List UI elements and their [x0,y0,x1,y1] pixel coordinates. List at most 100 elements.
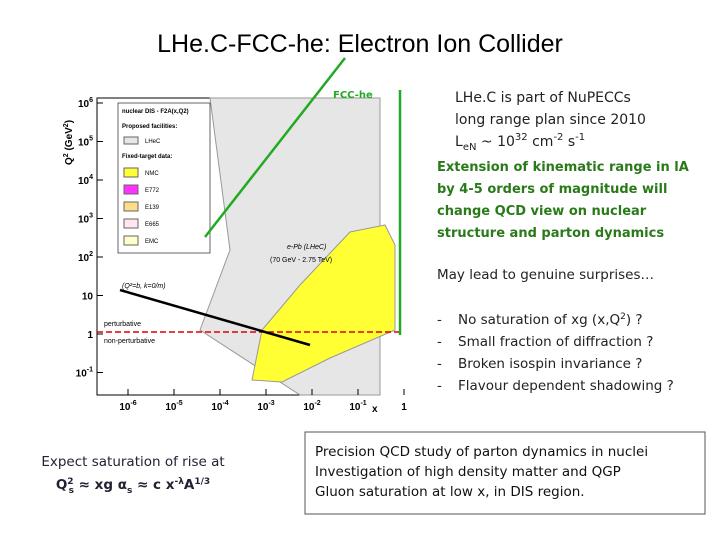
fcc-label: FCC-he [333,90,373,101]
legend-item: LHeC [145,139,161,145]
energy-label: (70 GeV - 2.75 TeV) [270,257,332,264]
precision-line: Precision QCD study of parton dynamics i… [315,444,648,460]
list-part: ) ? [626,312,643,328]
tick-base: 10 [303,402,315,413]
saturation-line [119,288,311,347]
title: LHe.C-FCC-he: Electron Ion Collider [157,30,563,58]
non-perturbative-label: non-perturbative [104,338,155,345]
list-marker: - [437,356,442,372]
y-label-part: ) [64,120,75,123]
legend-item: EMC [145,239,159,245]
formula-part: s [69,486,74,496]
legend-swatch [123,167,139,178]
expect-line: Expect saturation of rise at [41,454,224,470]
tick-exp: -3 [268,400,274,407]
formula-part: 2 [67,477,73,487]
tick-label: 102 [78,251,93,264]
legend-item: E772 [145,188,160,194]
tick-label: 10-3 [257,400,274,413]
tick-exp: 2 [89,251,93,258]
lumi-part: -2 [553,132,563,143]
lumi-part: L [455,134,463,150]
legend-item: E139 [145,205,160,211]
precision-line: Investigation of high density matter and… [315,464,621,480]
tick-exp: 4 [89,174,93,181]
tick-exp: -1 [87,367,93,374]
tick-label: 10-1 [76,367,93,380]
formula-part: ≈ c x [132,477,174,493]
list-part: Flavour dependent shadowing ? [458,378,674,394]
tick-base: 10 [257,402,269,413]
legend-swatch [123,136,139,145]
epb-region [251,224,396,383]
tick-base: 10 [211,402,223,413]
tick-exp: -1 [360,400,366,407]
legend-swatch [123,201,139,212]
tick-exp: -4 [222,400,228,407]
tick-base: 10 [349,402,361,413]
tick-exp: -5 [176,400,182,407]
list-item: Flavour dependent shadowing ? [458,378,674,394]
tick-label: 10 [82,292,94,303]
formula-part: -λ [174,477,184,487]
expect-formula: Q2 s ≈ xg αs ≈ c x-λA1/3 [56,477,210,496]
x-label: x [372,404,378,415]
lumi-part: cm [528,134,554,150]
lumi-part: -1 [575,132,585,143]
legend-item: NMC [145,171,159,177]
tick-base: 1 [401,402,407,413]
lumi-part: ~ 10 [476,134,514,150]
intro-line: LHe.C is part of NuPECCs [455,90,631,106]
tick-label: 103 [78,213,93,226]
extension-line: by 4-5 orders of magnitude will [437,182,667,197]
formula-part: Q [56,477,67,493]
perturbative-label: perturbative [104,321,141,328]
list-item: Broken isospin invariance ? [458,356,642,372]
formula-part: s [127,486,132,496]
legend-swatch [123,184,139,195]
tick-label: 105 [78,136,93,149]
list-marker: - [437,334,442,350]
lumi-part: eN [463,142,477,153]
tick-base: 10 [76,369,88,380]
lumi-part: s [563,134,575,150]
formula-part: ≈ xg α [74,477,127,493]
tick-label: 104 [78,174,93,187]
list-marker: - [437,312,442,328]
tick-base: 10 [78,99,90,110]
y-label-part: (GeV [64,127,75,153]
list-item: No saturation of xg (x,Q2) ? [458,312,643,328]
tick-label: 1 [401,402,407,413]
legend-swatch [123,218,139,229]
list-marker: - [437,378,442,394]
tick-label: 10-6 [119,400,136,413]
legend-heading: Fixed-target data: [122,154,172,160]
tick-base: 10 [78,215,90,226]
tick-base: 10 [82,292,94,303]
surprises: May lead to genuine surprises… [437,267,654,283]
y-label: Q2 (GeV2) [63,120,75,165]
plot: nuclear DIS - F2A(x,Q2) Proposed faciliti… [63,57,407,415]
legend-item: E665 [145,222,160,228]
list-part: Small fraction of diffraction ? [458,334,653,350]
tick-label: 1 [87,330,93,341]
tick-label: 10-4 [211,400,228,413]
precision-box [304,431,706,515]
precision-line: Gluon saturation at low x, in DIS region… [315,484,585,500]
tick-base: 10 [78,176,90,187]
tick-exp: -2 [314,400,320,407]
tick-base: 1 [87,330,93,341]
tick-exp: -6 [130,400,136,407]
tick-base: 10 [119,402,131,413]
lumi: LeN ~ 1032 cm-2 s-1 [455,132,585,153]
tick-label: 10-2 [303,400,320,413]
formula-part: 1/3 [194,477,210,487]
intro-line: long range plan since 2010 [455,112,646,128]
curve-label: (Q²=b, k=0/m) [122,283,166,290]
fcc-line [204,57,346,238]
y-label-part: Q [64,157,75,165]
extension-line: Extension of kinematic range in lA [437,160,689,175]
lumi-part: 32 [515,132,528,143]
list-part: Broken isospin invariance ? [458,356,642,372]
